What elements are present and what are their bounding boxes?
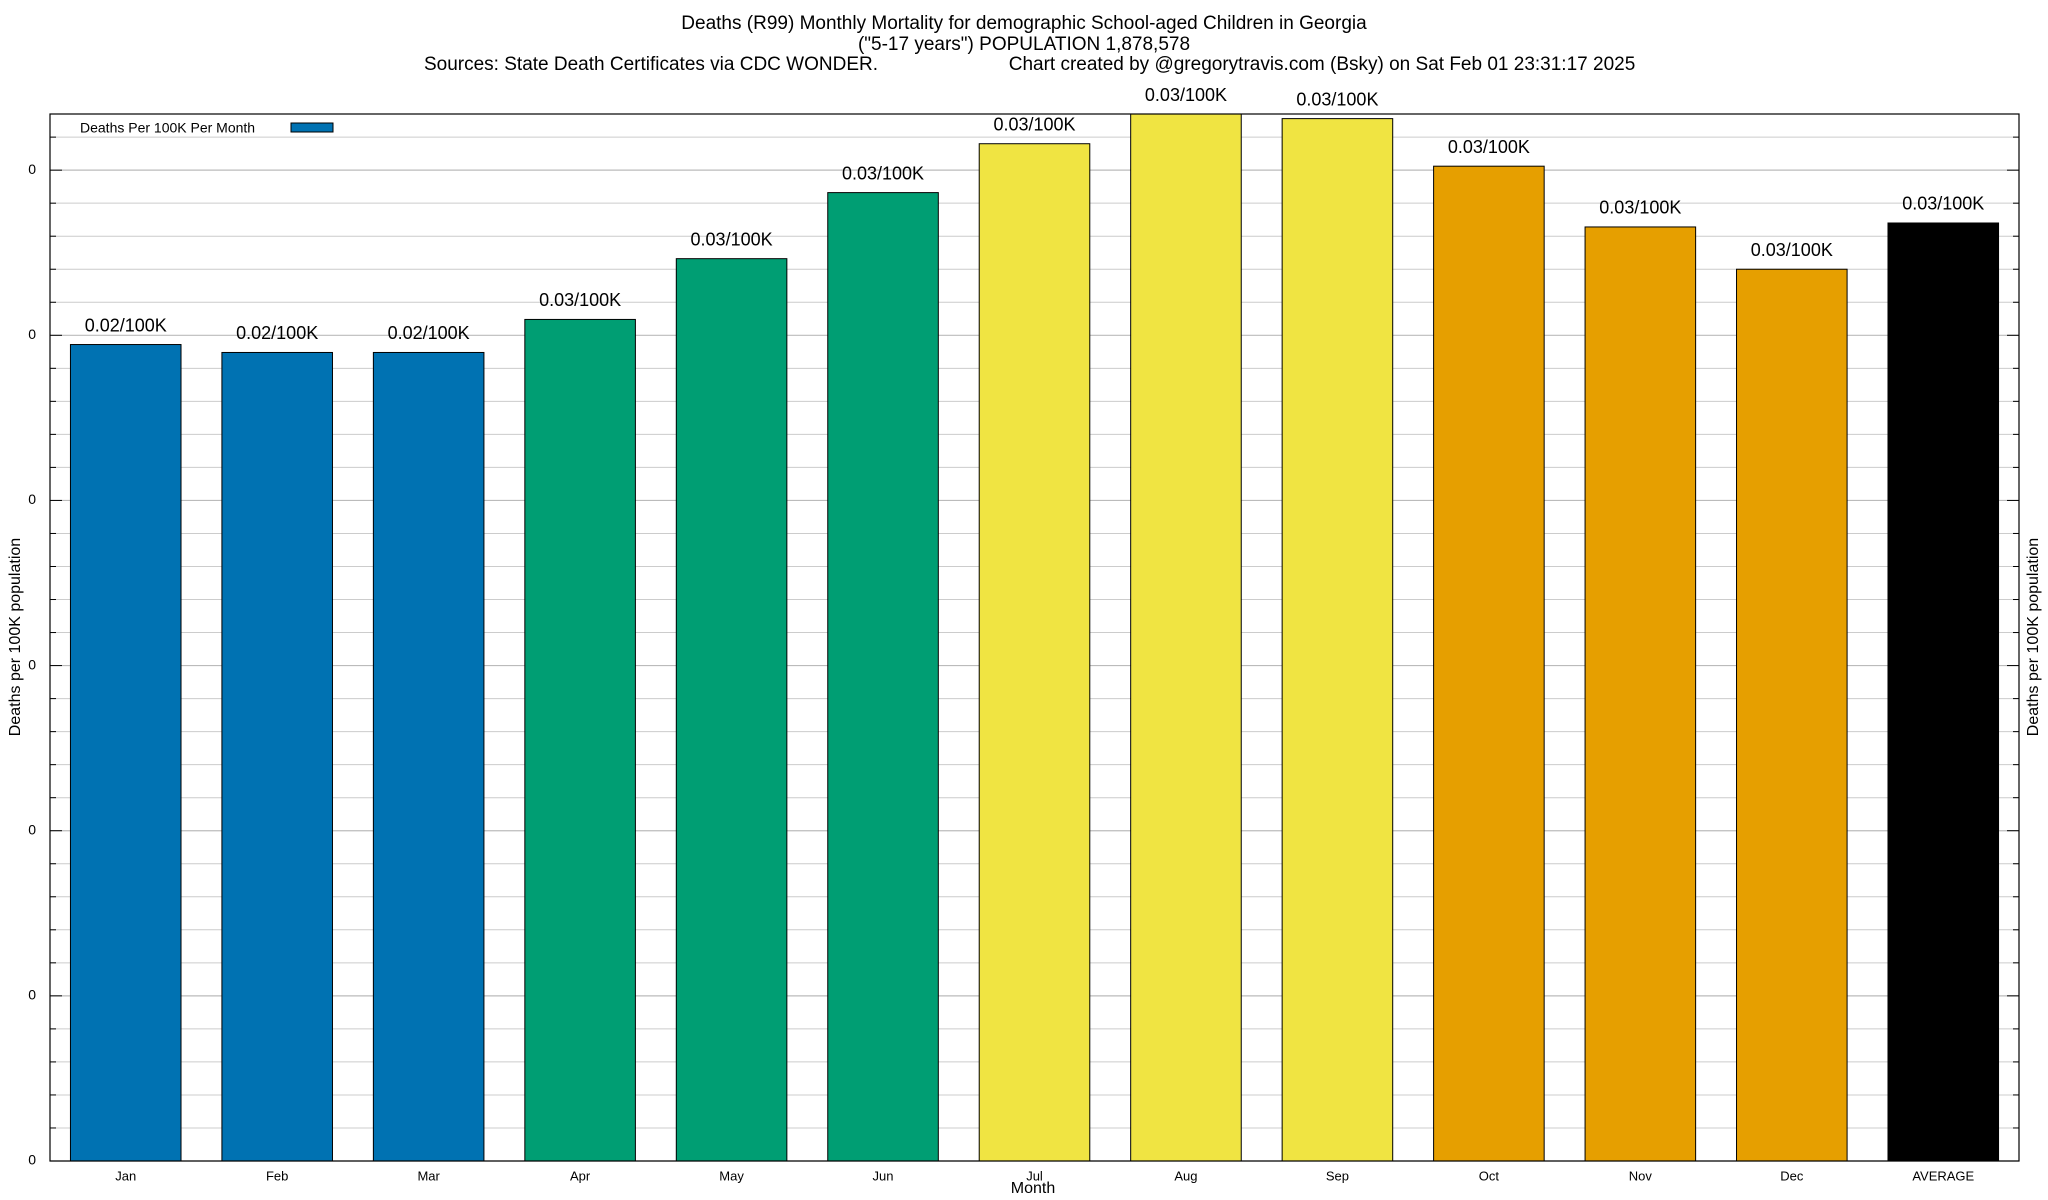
bar bbox=[1281, 118, 1394, 1162]
bar bbox=[221, 351, 333, 1162]
value-label: 0.02/100K bbox=[388, 323, 470, 343]
value-label: 0.03/100K bbox=[1902, 194, 1984, 214]
bar bbox=[1887, 222, 2000, 1162]
x-tick-label: Jul bbox=[1026, 1168, 1043, 1183]
value-label: 0.03/100K bbox=[1448, 137, 1530, 157]
bar bbox=[524, 318, 636, 1162]
value-label: 0.03/100K bbox=[691, 229, 773, 249]
bar bbox=[69, 344, 182, 1162]
y-tick-label: 0 bbox=[28, 161, 36, 177]
legend-label: Deaths Per 100K Per Month bbox=[80, 120, 255, 136]
x-tick-label: Feb bbox=[266, 1168, 288, 1183]
bar bbox=[372, 351, 485, 1162]
x-tick-label: Jun bbox=[873, 1168, 894, 1183]
y-tick-label: 0 bbox=[28, 326, 36, 342]
x-tick-label: AVERAGE bbox=[1912, 1168, 1974, 1183]
x-tick-label: Mar bbox=[417, 1168, 440, 1183]
chart-subtitle: ("5-17 years") POPULATION 1,878,578 bbox=[858, 34, 1190, 55]
bar bbox=[978, 143, 1091, 1162]
bar bbox=[1584, 226, 1697, 1162]
bar bbox=[1130, 113, 1242, 1162]
y-axis-label: Deaths per 100K population bbox=[7, 538, 24, 736]
y2-axis-label: Deaths per 100K population bbox=[2025, 538, 2042, 736]
y-tick-label: 0 bbox=[28, 987, 36, 1003]
y-tick-label: 0 bbox=[28, 656, 36, 672]
x-tick-label: Jan bbox=[115, 1168, 136, 1183]
x-tick-label: May bbox=[719, 1168, 744, 1183]
y-tick-label: 0 bbox=[28, 821, 36, 837]
x-tick-label: Oct bbox=[1479, 1168, 1500, 1183]
x-tick-label: Nov bbox=[1629, 1168, 1653, 1183]
plot-frame bbox=[49, 113, 2020, 1162]
bar bbox=[1433, 165, 1545, 1162]
value-label: 0.03/100K bbox=[539, 290, 621, 310]
x-axis-label: Month bbox=[1011, 1180, 1055, 1197]
value-label: 0.03/100K bbox=[1296, 89, 1378, 109]
chart-title: Deaths (R99) Monthly Mortality for demog… bbox=[681, 13, 1367, 34]
value-label: 0.03/100K bbox=[842, 163, 924, 183]
y-tick-label: 0 bbox=[28, 491, 36, 507]
y-tick-label: 0 bbox=[28, 1152, 36, 1168]
x-tick-label: Aug bbox=[1174, 1168, 1197, 1183]
x-tick-label: Apr bbox=[570, 1168, 591, 1183]
x-tick-label: Dec bbox=[1780, 1168, 1804, 1183]
value-label: 0.03/100K bbox=[1145, 85, 1227, 105]
value-label: 0.03/100K bbox=[993, 114, 1075, 134]
source: Sources: State Death Certificates via CD… bbox=[424, 54, 878, 75]
value-label: 0.02/100K bbox=[236, 323, 318, 343]
x-tick-label: Sep bbox=[1326, 1168, 1349, 1183]
legend-swatch bbox=[290, 122, 334, 133]
value-label: 0.03/100K bbox=[1599, 198, 1681, 218]
value-label: 0.03/100K bbox=[1751, 240, 1833, 260]
credit: Chart created by @gregorytravis.com (Bsk… bbox=[1009, 54, 1636, 75]
bar bbox=[1736, 268, 1848, 1162]
bar bbox=[827, 192, 939, 1162]
value-label: 0.02/100K bbox=[85, 315, 167, 335]
bar bbox=[675, 258, 788, 1162]
